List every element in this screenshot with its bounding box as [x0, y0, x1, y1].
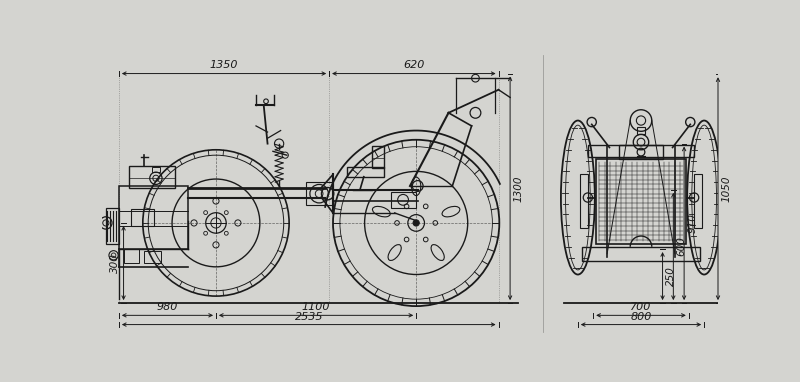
Bar [580, 175, 588, 228]
Bar [637, 127, 645, 134]
Text: 2535: 2535 [294, 311, 323, 322]
Bar [588, 145, 694, 157]
Bar [129, 166, 175, 188]
Text: 910: 910 [687, 214, 698, 233]
Bar [582, 247, 700, 261]
Text: 250: 250 [666, 266, 676, 286]
Text: 600: 600 [677, 236, 686, 256]
Bar [347, 167, 384, 177]
Bar [152, 167, 160, 172]
Text: 700: 700 [630, 302, 652, 312]
Bar [306, 182, 333, 205]
Text: 800: 800 [630, 311, 652, 322]
Bar [131, 209, 154, 226]
Text: 1300: 1300 [513, 175, 523, 202]
Bar [119, 186, 188, 249]
Text: 980: 980 [157, 302, 178, 312]
Bar [106, 208, 119, 244]
Text: 620: 620 [403, 60, 425, 71]
Text: 1100: 1100 [302, 302, 330, 312]
Bar [618, 145, 663, 159]
Bar [595, 159, 686, 244]
Text: 300: 300 [110, 253, 121, 273]
Bar [694, 175, 702, 228]
Bar [390, 192, 416, 207]
Bar [371, 146, 384, 167]
Bar [144, 251, 162, 263]
Text: 1050: 1050 [721, 175, 731, 202]
Bar [123, 249, 139, 263]
Text: 1350: 1350 [210, 60, 238, 71]
Circle shape [413, 220, 419, 226]
